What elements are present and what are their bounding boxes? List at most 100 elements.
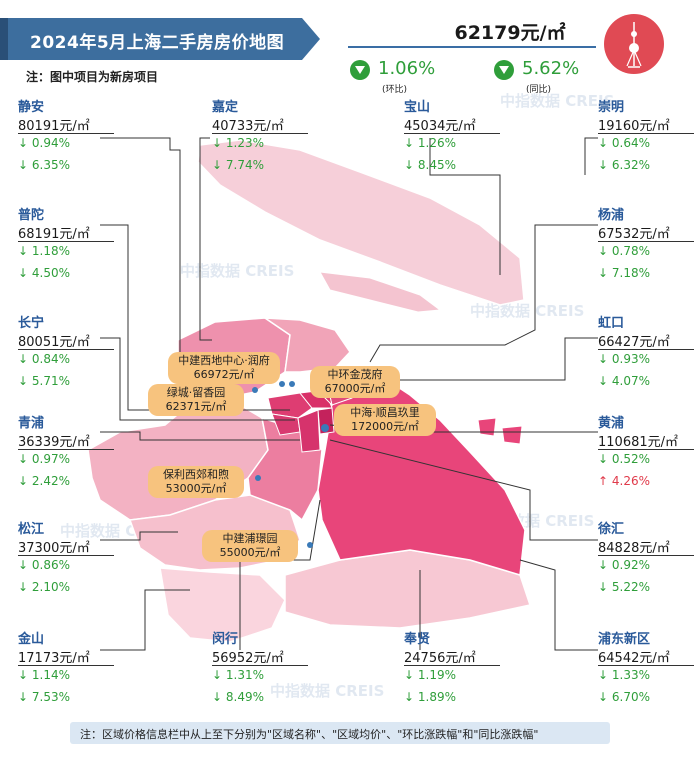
district-name: 宝山: [404, 100, 431, 115]
district-name: 浦东新区: [598, 632, 651, 647]
map-region-chongming: [197, 139, 525, 306]
footnote: 注：区域价格信息栏中从上至下分别为"区域名称"、"区域均价"、"环比涨跌幅"和"…: [70, 722, 610, 744]
district-baoshan: 宝山 45034元/㎡ ↓ 1.26% ↓ 8.45%: [404, 96, 514, 180]
project-name: 中海·顺昌玖里: [350, 406, 420, 419]
district-price: 24756元/㎡: [404, 651, 476, 666]
district-xuhui: 徐汇 84828元/㎡ ↓ 0.92% ↓ 5.22%: [598, 518, 700, 602]
map-region-islet: [501, 425, 523, 445]
district-name: 黄浦: [598, 416, 625, 431]
project-price: 66972元/㎡: [193, 368, 255, 381]
district-changning: 长宁 80051元/㎡ ↓ 0.84% ↓ 5.71%: [18, 312, 128, 396]
district-mom: ↓ 0.64%: [598, 136, 650, 150]
district-mom: ↓ 0.78%: [598, 244, 650, 258]
project-label: 中环金茂府 67000元/㎡: [310, 366, 400, 398]
district-name: 奉贤: [404, 632, 431, 647]
project-dot: [255, 475, 261, 481]
project-dot: [321, 424, 329, 432]
district-name: 金山: [18, 632, 45, 647]
district-name: 普陀: [18, 208, 45, 223]
project-label: 中建浦璟园 55000元/㎡: [202, 530, 298, 562]
district-name: 长宁: [18, 316, 45, 331]
district-price: 37300元/㎡: [18, 541, 90, 556]
project-price: 172000元/㎡: [351, 420, 419, 433]
district-price: 45034元/㎡: [404, 119, 476, 134]
district-mom: ↓ 0.92%: [598, 558, 650, 572]
map-region-jinshan: [159, 567, 286, 643]
project-price: 53000元/㎡: [165, 482, 227, 495]
project-dot: [279, 381, 285, 387]
project-name: 中建西地中心·润府: [178, 354, 270, 367]
district-mom: ↓ 0.52%: [598, 452, 650, 466]
district-name: 嘉定: [212, 100, 239, 115]
project-name: 保利西郊和煦: [163, 468, 229, 481]
district-yoy: ↓ 6.32%: [598, 158, 650, 172]
project-price: 62371元/㎡: [165, 400, 227, 413]
district-name: 虹口: [598, 316, 625, 331]
district-yoy: ↓ 7.74%: [212, 158, 264, 172]
district-yangpu: 杨浦 67532元/㎡ ↓ 0.78% ↓ 7.18%: [598, 204, 700, 288]
district-yoy: ↓ 6.35%: [18, 158, 70, 172]
district-name: 静安: [18, 100, 45, 115]
district-mom: ↓ 1.26%: [404, 136, 456, 150]
district-name: 闵行: [212, 632, 239, 647]
district-mom: ↓ 1.33%: [598, 668, 650, 682]
district-yoy: ↓ 7.18%: [598, 266, 650, 280]
district-name: 崇明: [598, 100, 625, 115]
district-yoy: ↓ 5.22%: [598, 580, 650, 594]
city-mom-value: 1.06%: [378, 58, 436, 79]
district-yoy: ↓ 4.50%: [18, 266, 70, 280]
district-yoy: ↓ 8.45%: [404, 158, 456, 172]
district-fengxian: 奉贤 24756元/㎡ ↓ 1.19% ↓ 1.89%: [404, 628, 514, 712]
project-name: 绿城·留香园: [166, 386, 226, 399]
district-price: 56952元/㎡: [212, 651, 284, 666]
district-yoy: ↓ 7.53%: [18, 690, 70, 704]
title-banner: 2024年5月上海二手房房价地图: [0, 18, 320, 60]
city-rule: [348, 46, 596, 48]
oriental-pearl-tower-icon: [604, 14, 664, 74]
city-average-price: 62179元/㎡: [454, 22, 566, 44]
district-yoy: ↓ 8.49%: [212, 690, 264, 704]
title-note: 注：图中项目为新房项目: [26, 70, 159, 84]
city-mom-label: (环比): [382, 85, 408, 95]
district-hongkou: 虹口 66427元/㎡ ↓ 0.93% ↓ 4.07%: [598, 312, 700, 396]
district-price: 36339元/㎡: [18, 435, 90, 450]
project-name: 中建浦璟园: [222, 532, 278, 545]
district-price: 80191元/㎡: [18, 119, 90, 134]
map-region-hengsha: [477, 417, 497, 437]
district-yoy: ↓ 5.71%: [18, 374, 70, 388]
city-yoy-value: 5.62%: [522, 58, 580, 79]
watermark: 中指数据 CREIS: [500, 92, 615, 110]
district-yoy: ↓ 4.07%: [598, 374, 650, 388]
district-yoy: ↓ 2.42%: [18, 474, 70, 488]
district-huangpu: 黄浦 110681元/㎡ ↓ 0.52% ↑ 4.26%: [598, 412, 700, 496]
district-price: 40733元/㎡: [212, 119, 284, 134]
watermark: 中指数据 CREIS: [270, 682, 385, 700]
district-name: 松江: [18, 522, 45, 537]
down-arrow-icon: [494, 60, 514, 80]
district-price: 84828元/㎡: [598, 541, 670, 556]
district-songjiang: 松江 37300元/㎡ ↓ 0.86% ↓ 2.10%: [18, 518, 128, 602]
watermark: 中指数据 CREIS: [470, 302, 585, 320]
project-name: 中环金茂府: [327, 368, 383, 381]
map-region-putuo: [267, 392, 313, 419]
project-label: 中海·顺昌玖里 172000元/㎡: [334, 404, 436, 436]
map-region-changxing: [319, 271, 442, 313]
district-yoy: ↑ 4.26%: [598, 474, 650, 488]
district-minhang: 闵行 56952元/㎡ ↓ 1.31% ↓ 8.49%: [212, 628, 322, 712]
district-price: 67532元/㎡: [598, 227, 670, 242]
district-jingan: 静安 80191元/㎡ ↓ 0.94% ↓ 6.35%: [18, 96, 128, 180]
district-mom: ↓ 1.14%: [18, 668, 70, 682]
district-mom: ↓ 0.86%: [18, 558, 70, 572]
district-price: 17173元/㎡: [18, 651, 90, 666]
district-mom: ↓ 0.93%: [598, 352, 650, 366]
map-region-xuhui: [297, 409, 321, 453]
district-chongming: 崇明 19160元/㎡ ↓ 0.64% ↓ 6.32%: [598, 96, 700, 180]
page-title: 2024年5月上海二手房房价地图: [30, 33, 285, 53]
district-yoy: ↓ 1.89%: [404, 690, 456, 704]
project-dot: [289, 381, 295, 387]
district-name: 青浦: [18, 416, 45, 431]
project-dot: [252, 387, 258, 393]
district-mom: ↓ 0.94%: [18, 136, 70, 150]
district-jiading: 嘉定 40733元/㎡ ↓ 1.23% ↓ 7.74%: [212, 96, 322, 180]
